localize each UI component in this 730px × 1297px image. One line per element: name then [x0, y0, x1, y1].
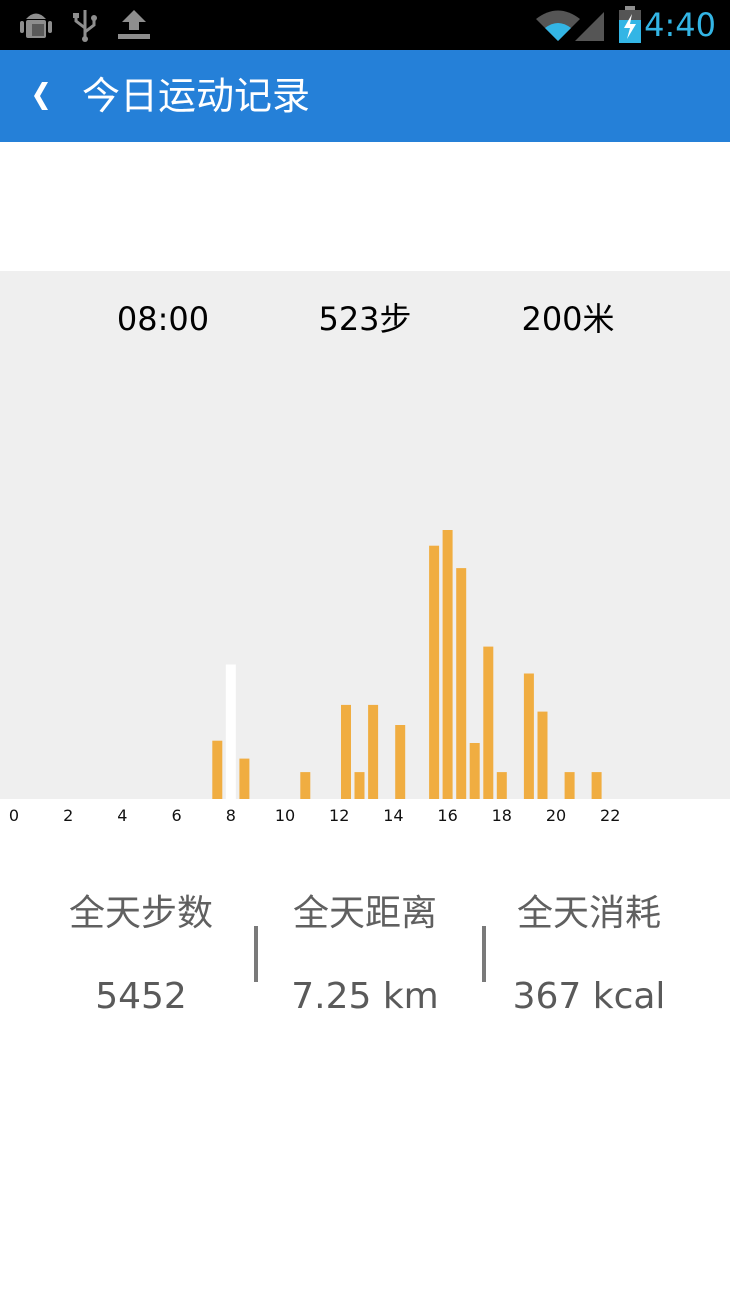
x-tick-label: 2	[63, 806, 74, 825]
stat-value-calories: 367 kcal	[512, 976, 666, 1017]
x-tick-label: 22	[600, 806, 621, 825]
page-title: 今日运动记录	[82, 74, 311, 118]
signal-icon	[574, 10, 606, 46]
status-bar: 4:40	[0, 0, 730, 50]
chart-bar[interactable]	[523, 673, 534, 800]
chart-bar[interactable]	[429, 545, 440, 799]
chart-bar[interactable]	[368, 704, 379, 799]
chart-bar[interactable]	[341, 704, 351, 799]
step-chart[interactable]: 08:00 523步 200米	[0, 271, 730, 799]
selected-time: 08:00	[116, 300, 210, 338]
chart-bar[interactable]	[300, 772, 311, 799]
x-tick-label: 4	[117, 806, 128, 825]
chart-bar[interactable]	[354, 772, 365, 799]
chart-bar[interactable]	[591, 772, 602, 799]
stat-divider	[254, 926, 258, 982]
chart-bar[interactable]	[212, 740, 223, 799]
x-axis: 0 2 4 6 8 10 12 14 16 18 20 22	[0, 799, 730, 835]
x-tick-label: 18	[491, 806, 512, 825]
stat-label-distance: 全天距离	[292, 893, 437, 934]
stat-value-steps: 5452	[95, 976, 187, 1017]
upload-icon	[114, 8, 154, 46]
x-tick-label: 6	[171, 806, 182, 825]
selected-distance: 200米	[521, 300, 615, 338]
chart-bar[interactable]	[564, 772, 575, 799]
x-tick-label: 0	[8, 806, 20, 825]
usb-icon	[70, 8, 100, 46]
daily-stats: 全天步数 全天距离 全天消耗 5452 7.25 km 367 kcal	[0, 880, 730, 1040]
battery-charging-icon	[618, 6, 642, 48]
stat-value-distance: 7.25 km	[291, 976, 439, 1017]
chart-bar[interactable]	[442, 530, 453, 799]
stat-divider	[482, 926, 486, 982]
x-tick-label: 8	[225, 806, 236, 825]
stat-label-calories: 全天消耗	[516, 893, 661, 934]
chart-bar[interactable]	[456, 568, 467, 799]
chart-bar[interactable]	[239, 758, 250, 799]
wifi-icon	[536, 10, 580, 46]
status-time: 4:40	[644, 6, 716, 44]
chart-bar[interactable]	[537, 711, 548, 799]
chart-canvas[interactable]	[0, 271, 730, 799]
chevron-left-icon	[34, 82, 48, 110]
x-tick-label: 10	[274, 806, 296, 825]
x-tick-label: 14	[383, 806, 404, 825]
chart-bar[interactable]	[496, 772, 507, 799]
chart-bar[interactable]	[483, 646, 494, 799]
app-bar: 今日运动记录	[0, 50, 730, 142]
back-button[interactable]	[22, 68, 72, 124]
x-tick-label: 12	[329, 806, 350, 825]
stat-label-steps: 全天步数	[68, 893, 213, 934]
selected-steps: 523步	[318, 300, 412, 338]
x-tick-label: 20	[545, 806, 567, 825]
chart-bar-selected[interactable]	[225, 664, 236, 800]
android-debug-icon	[18, 8, 54, 46]
x-tick-label: 16	[437, 806, 458, 825]
chart-bar[interactable]	[469, 743, 480, 799]
chart-bar[interactable]	[395, 725, 406, 799]
